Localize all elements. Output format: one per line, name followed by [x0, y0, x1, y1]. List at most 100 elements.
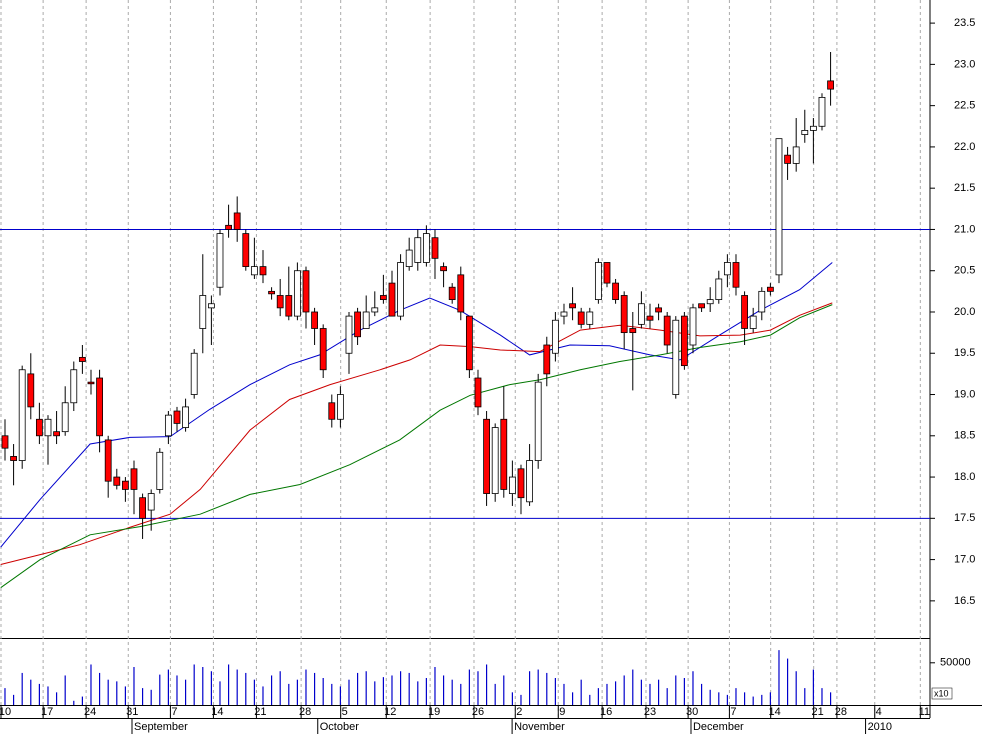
candle-body: [1, 435, 9, 449]
candle-body: [560, 311, 568, 317]
y-tick-label: 21.5: [954, 182, 975, 194]
candle-body: [336, 394, 344, 420]
candle-body: [216, 233, 224, 288]
y-tick-label: 18.0: [954, 471, 975, 483]
y-tick-label: 19.0: [954, 388, 975, 400]
candle-body: [104, 439, 112, 482]
month-label: 2010: [868, 721, 892, 733]
candle-body: [594, 262, 602, 301]
candle-body: [689, 307, 697, 346]
candle-body: [44, 418, 52, 437]
candle-body: [414, 237, 422, 263]
month-label: November: [514, 721, 565, 733]
x-tick-label: 14: [769, 706, 781, 718]
candle-body: [268, 290, 275, 295]
x-tick-label: 14: [211, 706, 223, 718]
x-tick-label: 23: [644, 706, 656, 718]
candle-body: [319, 328, 327, 371]
x-tick-label: 17: [41, 706, 53, 718]
y-tick-label: 50000: [940, 657, 971, 669]
x-tick-label: 21: [812, 706, 824, 718]
candle-body: [775, 138, 783, 276]
candle-body: [61, 402, 69, 433]
volume-multiplier: x10: [934, 688, 949, 698]
candle-body: [551, 319, 559, 354]
candle-body: [792, 146, 800, 164]
candle-body: [164, 414, 172, 437]
candle-body: [259, 266, 267, 276]
candle-body: [440, 266, 447, 272]
candle-body: [10, 456, 17, 461]
candle-body: [715, 278, 723, 301]
y-tick-label: 16.5: [954, 595, 975, 607]
candle-body: [405, 249, 413, 267]
candle-body: [500, 418, 508, 490]
candle-body: [371, 307, 379, 313]
candle-body: [758, 290, 766, 313]
candle-body: [517, 468, 525, 499]
candle-body: [491, 427, 499, 494]
x-tick-label: 10: [0, 706, 11, 718]
x-tick-label: 7: [171, 706, 177, 718]
candle-body: [741, 295, 748, 329]
candle-body: [87, 381, 95, 385]
candle-body: [526, 460, 533, 503]
candle-body: [586, 311, 594, 325]
candle-body: [465, 315, 473, 371]
candle-body: [749, 315, 757, 329]
candle-body: [603, 262, 611, 284]
candle-body: [27, 373, 35, 408]
y-tick-label: 23.5: [954, 17, 975, 29]
candle-body: [130, 468, 138, 490]
candle-body: [629, 328, 637, 334]
x-tick-label: 7: [730, 706, 736, 718]
x-tick-label: 12: [384, 706, 396, 718]
candle-body: [766, 286, 774, 292]
candle-body: [35, 418, 43, 437]
x-tick-label: 26: [472, 706, 484, 718]
candle-body: [723, 262, 731, 276]
month-label: September: [134, 721, 188, 733]
x-tick-label: 5: [342, 706, 348, 718]
x-tick-label: 4: [876, 706, 882, 718]
x-tick-label: 30: [686, 706, 698, 718]
candle-body: [809, 125, 817, 131]
candle-body: [732, 262, 740, 288]
candle-body: [422, 233, 430, 263]
x-tick-label: 28: [835, 706, 847, 718]
candle-body: [620, 295, 628, 334]
candle-body: [190, 352, 198, 395]
candle-body: [328, 402, 336, 420]
candle-body: [534, 381, 542, 461]
candle-body: [612, 282, 619, 301]
candle-body: [18, 369, 26, 461]
candle-body: [655, 307, 662, 313]
x-tick-label: 28: [299, 706, 311, 718]
x-tick-label: 24: [84, 706, 96, 718]
candle-body: [577, 311, 585, 325]
candle-body: [121, 480, 129, 490]
candle-body: [543, 344, 551, 375]
y-tick-label: 20.0: [954, 306, 975, 318]
candle-body: [199, 295, 207, 329]
candle-body: [379, 295, 387, 301]
candle-body: [311, 311, 318, 329]
month-label: December: [693, 721, 744, 733]
candle-body: [156, 451, 164, 490]
candle-body: [827, 80, 834, 90]
candle-body: [663, 315, 671, 346]
candle-body: [345, 315, 353, 354]
candle-body: [53, 431, 60, 437]
candle-body: [139, 497, 146, 519]
candle-body: [784, 154, 791, 164]
candle-body: [233, 212, 241, 230]
candle-body: [646, 315, 654, 321]
x-tick-label: 31: [126, 706, 138, 718]
candle-body: [285, 295, 293, 317]
candle-body: [698, 303, 705, 309]
y-tick-label: 19.5: [954, 347, 975, 359]
candle-body: [637, 303, 645, 325]
y-tick-label: 17.5: [954, 512, 975, 524]
candle-body: [474, 377, 482, 408]
